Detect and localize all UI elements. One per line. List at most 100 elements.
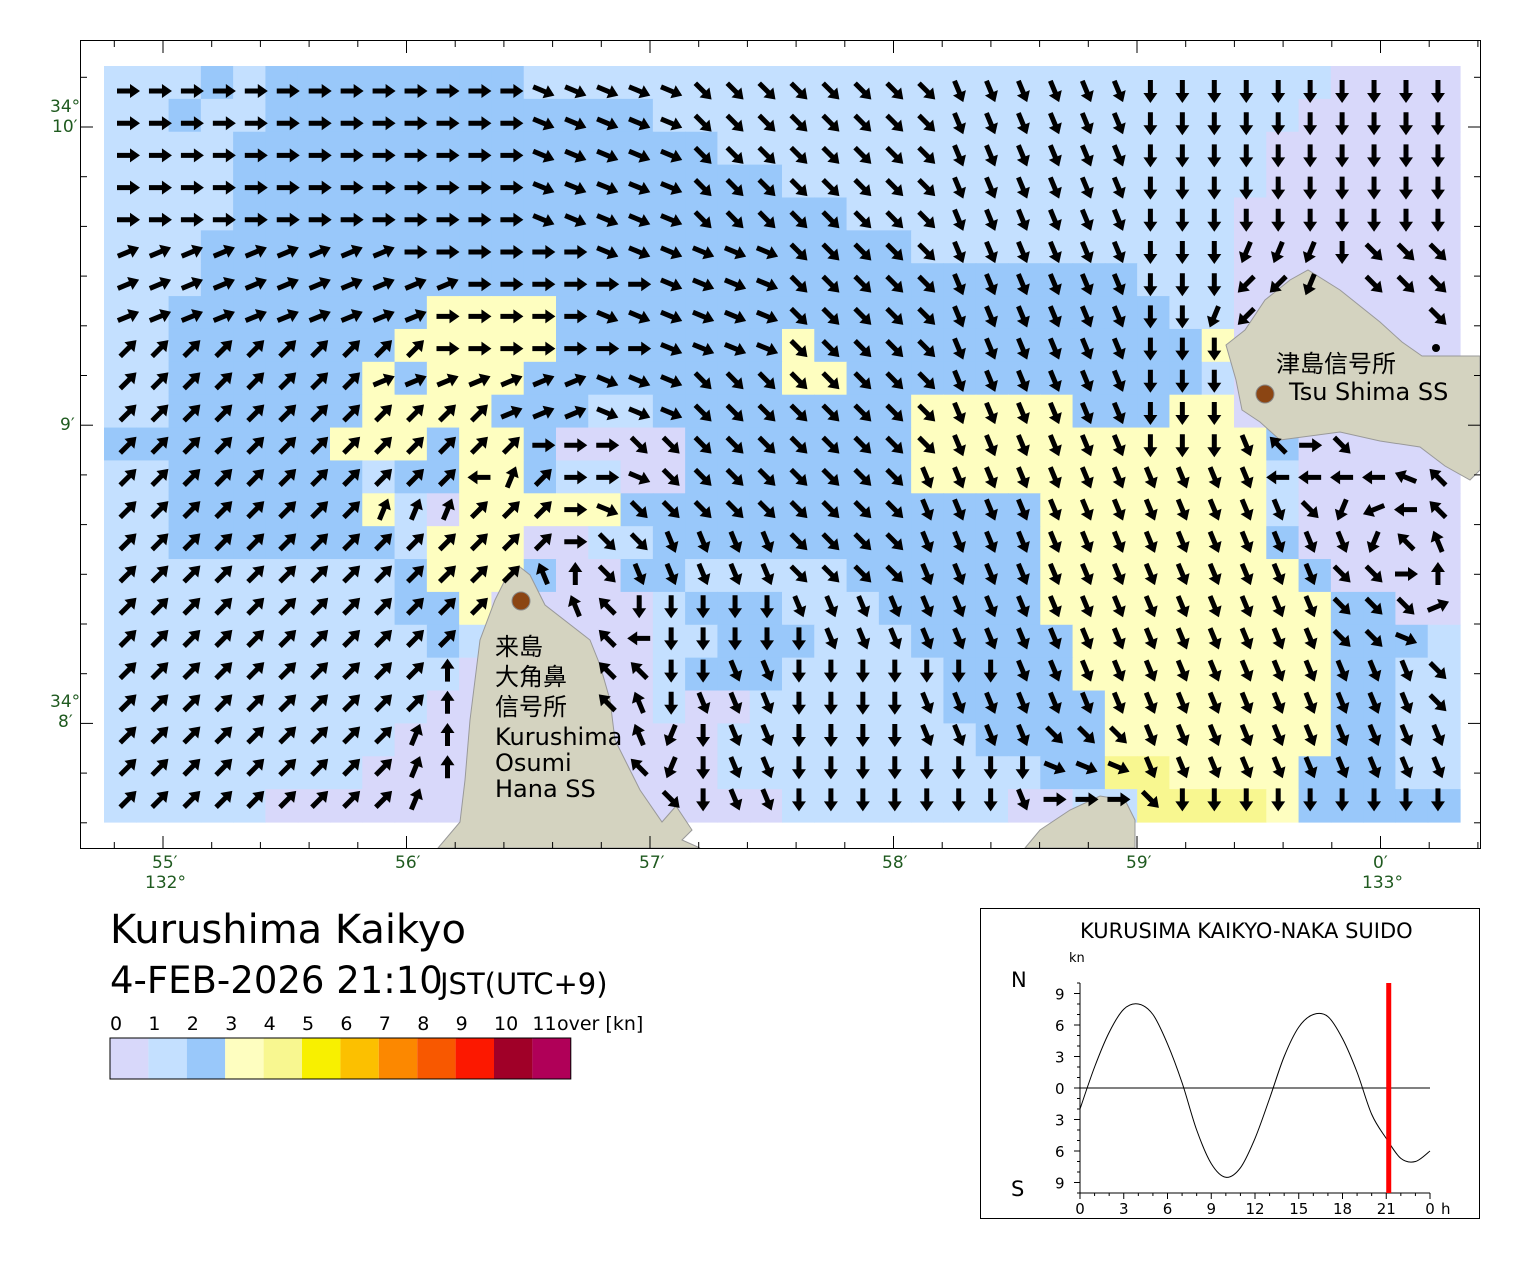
legend-label: 5 bbox=[302, 1013, 314, 1035]
current-arrow-icon bbox=[1271, 176, 1286, 200]
speed-cell bbox=[459, 131, 493, 166]
current-arrow-icon bbox=[952, 466, 966, 489]
current-arrow-icon bbox=[984, 305, 998, 328]
current-arrow-icon bbox=[1143, 337, 1158, 361]
current-arrow-icon bbox=[1335, 80, 1350, 103]
current-arrow-icon bbox=[627, 631, 651, 646]
speed-cell bbox=[588, 328, 622, 363]
speed-cell bbox=[685, 131, 719, 166]
current-arrow-icon bbox=[598, 694, 617, 713]
current-arrow-icon bbox=[693, 500, 712, 519]
current-arrow-icon bbox=[276, 180, 300, 195]
current-arrow-icon bbox=[1303, 691, 1318, 714]
current-arrow-icon bbox=[1364, 628, 1383, 647]
current-arrow-icon bbox=[1395, 567, 1418, 581]
current-arrow-icon bbox=[760, 788, 775, 811]
current-arrow-icon bbox=[725, 403, 744, 422]
current-arrow-icon bbox=[406, 597, 425, 616]
speed-cell bbox=[1427, 197, 1461, 231]
current-arrow-icon bbox=[150, 372, 169, 391]
current-arrow-icon bbox=[1143, 627, 1158, 650]
speed-cell bbox=[362, 98, 396, 133]
speed-cell bbox=[136, 559, 170, 593]
current-arrow-icon bbox=[693, 371, 712, 390]
current-arrow-icon bbox=[372, 148, 396, 163]
current-arrow-icon bbox=[691, 245, 715, 260]
current-arrow-icon bbox=[821, 403, 840, 422]
kurushima-station-marker[interactable] bbox=[511, 591, 531, 611]
current-arrow-icon bbox=[532, 309, 556, 324]
current-arrow-icon bbox=[789, 274, 808, 293]
current-arrow-icon bbox=[628, 148, 651, 163]
current-arrow-icon bbox=[664, 691, 679, 715]
current-arrow-icon bbox=[214, 372, 233, 391]
speed-cell bbox=[717, 230, 751, 264]
current-arrow-icon bbox=[374, 404, 393, 423]
current-arrow-icon bbox=[693, 113, 712, 132]
current-arrow-icon bbox=[564, 341, 588, 356]
current-arrow-icon bbox=[853, 242, 872, 261]
speed-cell bbox=[1137, 296, 1171, 330]
current-arrow-icon bbox=[246, 404, 265, 423]
current-arrow-icon bbox=[118, 533, 137, 552]
current-arrow-icon bbox=[664, 659, 679, 683]
speed-cell bbox=[1298, 230, 1332, 264]
speed-cell bbox=[1104, 460, 1138, 494]
legend-label: 8 bbox=[417, 1013, 429, 1035]
current-arrow-icon bbox=[917, 339, 936, 358]
current-arrow-icon bbox=[246, 372, 265, 391]
timezone-label: JST(UTC+9) bbox=[438, 967, 608, 1001]
speed-cell bbox=[1395, 131, 1429, 166]
current-arrow-icon bbox=[1111, 240, 1126, 264]
current-arrow-icon bbox=[278, 597, 297, 616]
current-arrow-icon bbox=[1016, 401, 1030, 425]
current-arrow-icon bbox=[436, 373, 459, 388]
current-arrow-icon bbox=[469, 436, 488, 455]
current-arrow-icon bbox=[1271, 788, 1286, 812]
current-arrow-icon bbox=[469, 501, 488, 520]
current-arrow-icon bbox=[1430, 788, 1445, 812]
current-arrow-icon bbox=[885, 306, 904, 325]
current-arrow-icon bbox=[310, 662, 329, 681]
speed-cell bbox=[1169, 328, 1203, 363]
speed-cell bbox=[1201, 361, 1235, 396]
tsushima-station-marker[interactable] bbox=[1255, 384, 1275, 404]
current-arrow-icon bbox=[310, 372, 329, 391]
current-arrow-icon bbox=[821, 339, 840, 358]
current-arrow-icon bbox=[504, 466, 519, 489]
current-arrow-icon bbox=[1271, 112, 1286, 136]
current-arrow-icon bbox=[148, 212, 172, 227]
speed-cell bbox=[1169, 460, 1203, 494]
current-arrow-icon bbox=[952, 112, 966, 135]
current-arrow-icon bbox=[885, 178, 904, 197]
current-arrow-icon bbox=[1175, 337, 1190, 361]
current-arrow-icon bbox=[725, 210, 744, 229]
speed-cell bbox=[233, 591, 267, 626]
current-arrow-icon bbox=[1048, 337, 1062, 360]
current-arrow-icon bbox=[340, 148, 364, 163]
speed-cell bbox=[556, 164, 589, 199]
legend-label: 4 bbox=[264, 1013, 276, 1035]
current-arrow-icon bbox=[278, 694, 297, 713]
current-arrow-icon bbox=[632, 595, 647, 619]
current-arrow-icon bbox=[1111, 144, 1126, 167]
current-arrow-icon bbox=[1394, 631, 1418, 646]
speed-cell bbox=[362, 131, 396, 166]
legend-label: 11 bbox=[532, 1013, 556, 1035]
speed-cell bbox=[265, 197, 299, 231]
current-arrow-icon bbox=[1239, 788, 1254, 812]
current-arrow-icon bbox=[917, 113, 936, 132]
current-arrow-icon bbox=[278, 436, 297, 455]
current-arrow-icon bbox=[1175, 176, 1190, 200]
current-arrow-icon bbox=[728, 756, 743, 779]
speed-cell bbox=[1169, 263, 1203, 297]
current-arrow-icon bbox=[853, 467, 872, 486]
speed-cell bbox=[1427, 624, 1461, 659]
current-arrow-icon bbox=[1332, 628, 1351, 647]
current-arrow-icon bbox=[755, 277, 779, 292]
speed-cell bbox=[330, 98, 363, 133]
speed-cell bbox=[1169, 493, 1203, 527]
speed-cell bbox=[1427, 131, 1461, 166]
current-arrow-icon bbox=[180, 244, 203, 259]
current-arrow-icon bbox=[532, 341, 556, 356]
